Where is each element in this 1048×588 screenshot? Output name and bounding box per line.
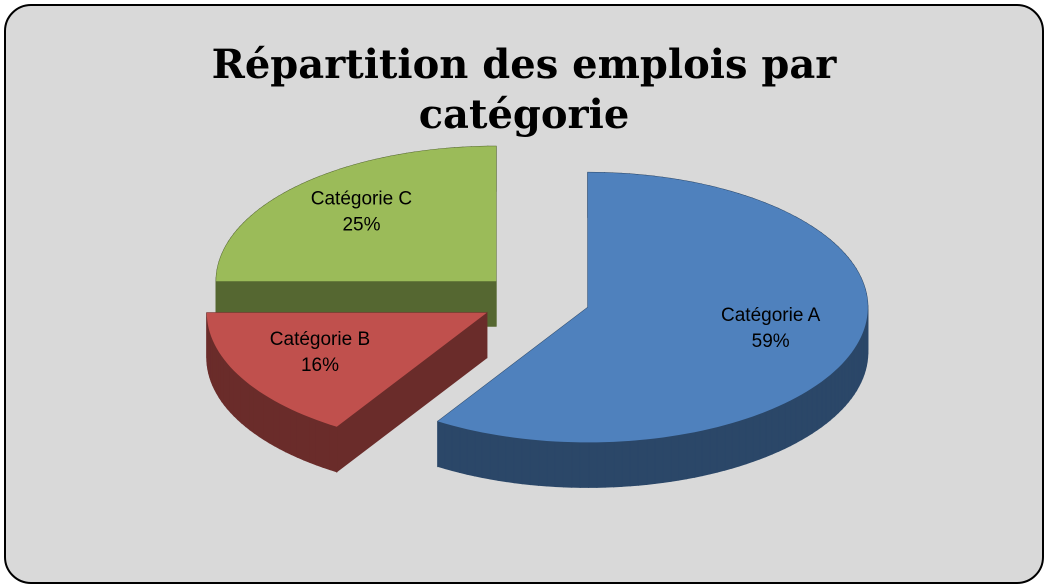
slice-side bbox=[790, 396, 797, 447]
slice-side bbox=[765, 408, 773, 458]
slice-side bbox=[837, 362, 843, 414]
data-label-value: 25% bbox=[342, 214, 380, 235]
slice-side bbox=[701, 428, 711, 477]
slice-side bbox=[784, 399, 792, 450]
slice-side bbox=[229, 365, 235, 417]
slice-side bbox=[825, 373, 832, 425]
slice-side bbox=[571, 441, 581, 488]
slice-side bbox=[724, 422, 733, 471]
slice-side bbox=[444, 422, 453, 472]
slice-side bbox=[529, 438, 540, 486]
slice-side bbox=[437, 420, 446, 470]
slice-side bbox=[637, 438, 648, 486]
slice-side bbox=[466, 428, 476, 477]
chart-title: Répartition des emplois par catégorie bbox=[211, 41, 837, 138]
slice-side bbox=[731, 420, 740, 469]
slice-side bbox=[621, 440, 631, 487]
slice-side bbox=[662, 435, 672, 484]
slice-side bbox=[285, 405, 292, 456]
slice-side bbox=[801, 390, 808, 441]
slice-top bbox=[437, 172, 868, 443]
slice-side bbox=[678, 433, 688, 481]
slice-side bbox=[481, 431, 491, 480]
slice-side bbox=[245, 380, 251, 431]
slice-side bbox=[237, 373, 242, 424]
slice-top bbox=[206, 312, 487, 427]
slice-side bbox=[303, 414, 311, 464]
slice-side bbox=[263, 393, 270, 444]
slice-side bbox=[258, 390, 265, 441]
slice-side bbox=[296, 411, 305, 461]
slice-side bbox=[249, 383, 255, 435]
slice-side bbox=[604, 441, 615, 488]
slice-side bbox=[322, 421, 331, 471]
slice-side bbox=[830, 370, 836, 421]
slice-side bbox=[806, 387, 813, 438]
slice-side bbox=[459, 426, 468, 475]
data-label-name: Catégorie A bbox=[721, 305, 821, 326]
slice-side bbox=[646, 437, 656, 485]
slice-side bbox=[738, 418, 747, 467]
slice-side bbox=[654, 436, 664, 485]
slice-side bbox=[240, 376, 247, 428]
slice-side bbox=[709, 426, 718, 475]
slice-side bbox=[489, 433, 499, 481]
slice-side bbox=[329, 423, 338, 473]
slice-top bbox=[216, 146, 497, 282]
slice-side bbox=[513, 437, 523, 485]
pie: Catégorie C 25% Catégorie A 59% Catégorie B 1… bbox=[206, 145, 869, 488]
slice-side bbox=[546, 440, 556, 488]
data-label-value: 16% bbox=[301, 355, 339, 376]
slice-side bbox=[759, 410, 767, 460]
slice-side bbox=[816, 380, 823, 431]
slice-side bbox=[474, 430, 483, 479]
slice-side bbox=[538, 439, 548, 487]
slice-side bbox=[694, 429, 703, 478]
slice-side bbox=[505, 435, 515, 484]
data-label-name: Catégorie C bbox=[311, 188, 412, 209]
slice-side bbox=[562, 441, 573, 488]
slice-side bbox=[273, 399, 281, 450]
slice-side bbox=[834, 366, 839, 418]
slice-side bbox=[670, 434, 680, 482]
slice-side bbox=[279, 402, 287, 453]
slice-side bbox=[811, 383, 818, 435]
slice-side bbox=[778, 402, 786, 452]
slice-side bbox=[253, 387, 260, 438]
slice-side bbox=[821, 377, 827, 428]
slice-side bbox=[315, 419, 324, 468]
slice-side bbox=[745, 415, 754, 465]
data-label-value: 59% bbox=[752, 331, 790, 352]
slice-side bbox=[629, 439, 639, 487]
slice-side bbox=[521, 438, 531, 486]
slice-side bbox=[771, 405, 780, 455]
slice: Catégorie A 59% bbox=[437, 171, 869, 488]
slice-side bbox=[451, 424, 461, 474]
slice-side bbox=[716, 424, 726, 473]
slice-side bbox=[268, 396, 275, 447]
slice-side bbox=[309, 416, 317, 466]
slice-side bbox=[795, 393, 803, 444]
slice: Catégorie B 16% bbox=[206, 311, 488, 473]
slice-side bbox=[588, 441, 598, 488]
slice-side bbox=[554, 440, 564, 488]
slice-side bbox=[686, 431, 696, 480]
slice-side bbox=[596, 441, 606, 488]
slice-side bbox=[841, 358, 846, 411]
slice-side bbox=[290, 408, 298, 458]
data-label-name: Catégorie B bbox=[270, 329, 370, 350]
slice-side bbox=[497, 434, 507, 483]
slice-side bbox=[233, 369, 239, 421]
slice-side bbox=[579, 441, 590, 488]
slice-side bbox=[752, 413, 761, 463]
slice-side bbox=[613, 440, 623, 488]
